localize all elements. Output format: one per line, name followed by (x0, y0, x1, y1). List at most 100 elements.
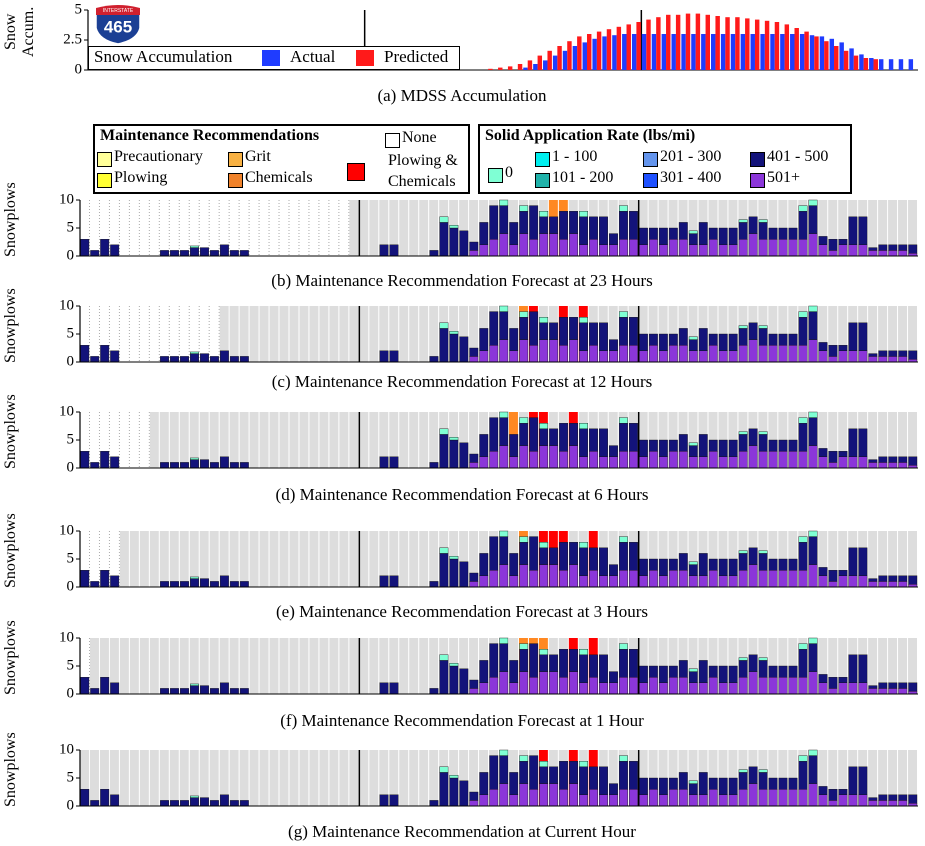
snowplow-segment (798, 789, 808, 807)
snowplow-segment (499, 755, 509, 784)
snowplow-segment (718, 682, 728, 695)
legend-label: 501+ (767, 169, 801, 186)
recommendation-cell (608, 638, 618, 694)
recommendation-cell (369, 750, 379, 806)
snowplow-segment (579, 456, 588, 469)
snowplow-segment (718, 244, 728, 257)
snowplow-segment (878, 581, 888, 588)
recommendation-cell (608, 306, 618, 362)
accumulation-bar (557, 46, 562, 70)
recommendation-cell (838, 200, 848, 256)
snowplow-segment (459, 336, 469, 363)
snowplow-segment (658, 227, 668, 245)
snowplow-segment (479, 244, 489, 257)
snowplow-segment (778, 439, 788, 452)
snowplow-segment (160, 356, 169, 363)
snowplow-segment (599, 322, 608, 351)
y-tick-label: 10 (59, 297, 74, 313)
recommendation-cell (119, 531, 129, 587)
snowplow-segment (828, 581, 838, 588)
recommendation-cell (888, 412, 898, 468)
recommendation-cell (319, 306, 329, 362)
recommendation-cell (868, 531, 878, 587)
snowplow-segment (439, 766, 449, 773)
snowplow-segment (798, 761, 808, 790)
snowplow-segment (519, 445, 529, 469)
snowplow-segment (798, 570, 808, 588)
snowplow-segment (798, 205, 808, 212)
snowplow-segment (788, 227, 798, 240)
recommendation-cell (908, 750, 917, 806)
snowplow-segment (708, 665, 718, 678)
recommendation-cell (309, 638, 319, 694)
recommendation-cell (169, 412, 179, 468)
snowplow-segment (589, 789, 598, 807)
recommendation-cell (329, 750, 339, 806)
snowplow-segment (878, 575, 888, 582)
recommendation-cell (209, 750, 219, 806)
recommendation-cell (409, 750, 419, 806)
snowplow-segment (559, 761, 569, 790)
accumulation-bar (764, 20, 770, 70)
snowplow-segment (599, 244, 608, 257)
snowplow-segment (848, 244, 858, 257)
recommendation-cell (828, 531, 838, 587)
snowplow-segment (459, 561, 469, 588)
recommendation-cell (289, 750, 299, 806)
snowplow-segment (808, 671, 818, 695)
recommendation-cell (818, 531, 828, 587)
snowplow-segment (698, 456, 708, 469)
snowplow-segment (100, 451, 110, 469)
recommendation-cell (80, 750, 89, 806)
snowplow-segment (828, 789, 838, 801)
accumulation-bar (873, 59, 878, 70)
snowplow-segment (808, 755, 818, 784)
snowplow-segment (190, 578, 199, 588)
snowplow-segment (778, 570, 788, 588)
snowplow-segment (758, 570, 768, 588)
snowplow-segment (209, 688, 219, 695)
snowplow-segment (828, 250, 838, 257)
snowplow-segment (678, 570, 688, 588)
accumulation-bar (908, 59, 914, 70)
recommendation-cell (329, 306, 339, 362)
snowplow-segment (888, 462, 898, 469)
snowplow-segment (609, 794, 618, 807)
snowplow-segment (559, 423, 569, 452)
snowplow-segment (668, 451, 678, 469)
chart-title: (c) Maintenance Recommendation Forecast … (272, 372, 652, 391)
recommendation-cell (419, 200, 429, 256)
snowplow-segment (738, 328, 748, 346)
accumulation-bar (498, 67, 503, 70)
snowplow-segment (888, 244, 898, 251)
accumulation-bar (843, 50, 849, 70)
snowplow-segment (748, 339, 758, 363)
snowplow-segment (589, 547, 598, 571)
snowplow-segment (449, 227, 459, 257)
snowplow-segment (878, 688, 888, 695)
snowplow-segment (229, 356, 239, 363)
recommendation-cell (359, 412, 369, 468)
snowplow-segment (888, 581, 898, 588)
snowplow-segment (808, 637, 818, 644)
y-axis-label: Snowplows (2, 288, 19, 364)
legend-swatch (643, 173, 658, 188)
snowplow-segment (239, 356, 249, 363)
snowplow-segment (499, 305, 509, 312)
snowplow-segment (499, 671, 509, 695)
snowplow-segment (439, 222, 449, 257)
snowplow-segment (728, 333, 738, 351)
snowplow-segment (758, 553, 768, 571)
recommendation-cell (289, 306, 299, 362)
snowplow-segment (708, 777, 718, 790)
recommendation-cell (868, 750, 878, 806)
snowplow-segment (728, 558, 738, 576)
snowplow-segment (499, 530, 509, 537)
snowplow-segment (798, 317, 808, 346)
recommendation-cell (868, 306, 878, 362)
snowplow-segment (868, 688, 878, 695)
snowplow-segment (190, 245, 199, 248)
snowplow-segment (648, 227, 658, 240)
snowplow-segment (459, 668, 469, 695)
snowplow-segment (519, 536, 529, 543)
